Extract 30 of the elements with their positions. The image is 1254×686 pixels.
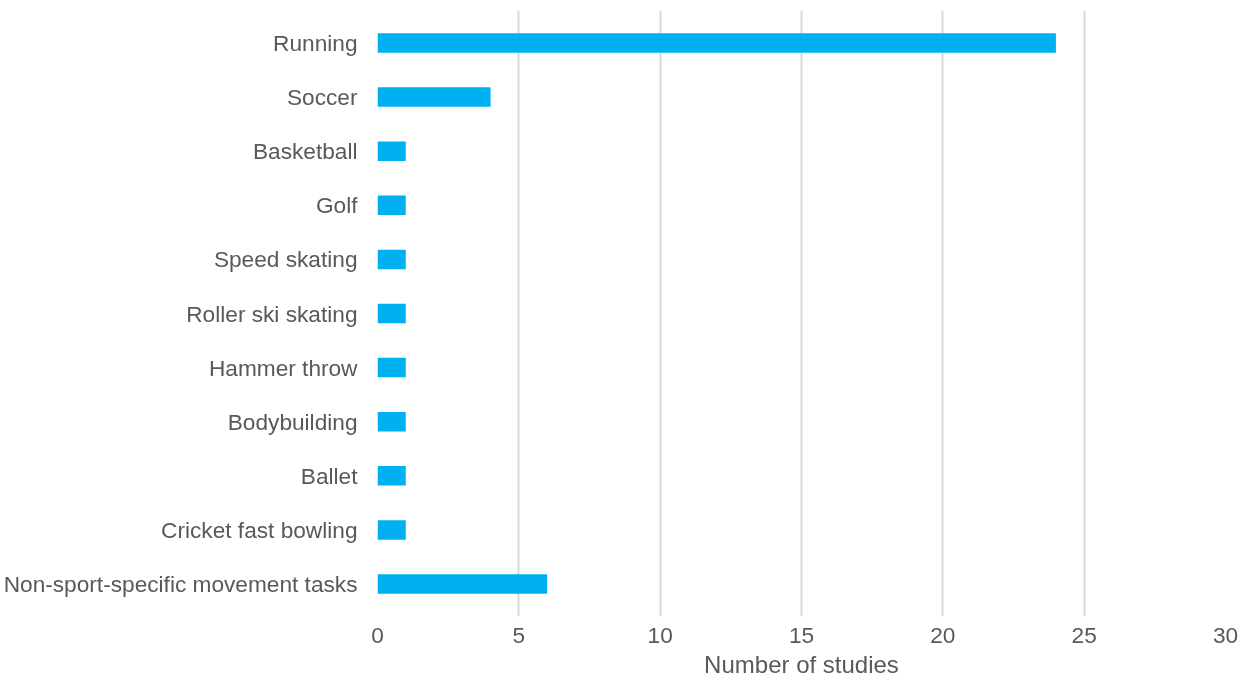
bar bbox=[377, 411, 406, 432]
bar bbox=[377, 303, 406, 324]
bar bbox=[377, 195, 406, 216]
bar bbox=[377, 466, 406, 486]
y-tick-label: Roller ski skating bbox=[186, 300, 358, 327]
x-tick-label: 5 bbox=[512, 621, 526, 648]
x-axis-title: Number of studies bbox=[704, 650, 899, 678]
bar bbox=[377, 357, 406, 378]
bar bbox=[377, 249, 406, 270]
bar bbox=[377, 33, 1056, 53]
x-tick-label: 30 bbox=[1212, 621, 1239, 648]
x-tick-label: 15 bbox=[788, 621, 815, 648]
y-tick-label: Non-sport-specific movement tasks bbox=[3, 571, 358, 598]
y-tick-label: Golf bbox=[315, 192, 359, 219]
y-tick-label: Basketball bbox=[252, 138, 358, 165]
bar bbox=[377, 520, 406, 540]
x-tick-label: 0 bbox=[371, 621, 384, 648]
y-tick-label: Speed skating bbox=[213, 246, 358, 273]
y-tick-label: Running bbox=[273, 29, 358, 56]
y-tick-label: Cricket fast bowling bbox=[161, 516, 358, 543]
x-tick-label: 20 bbox=[930, 621, 956, 648]
x-tick-label: 10 bbox=[647, 621, 673, 648]
y-tick-label: Hammer throw bbox=[208, 354, 359, 381]
y-tick-label: Bodybuilding bbox=[227, 408, 358, 435]
y-tick-label: Ballet bbox=[300, 462, 359, 489]
bar bbox=[377, 574, 548, 594]
bar bbox=[377, 141, 406, 161]
x-tick-label: 25 bbox=[1071, 621, 1097, 648]
y-tick-label: Soccer bbox=[286, 84, 358, 111]
bar bbox=[377, 87, 491, 107]
